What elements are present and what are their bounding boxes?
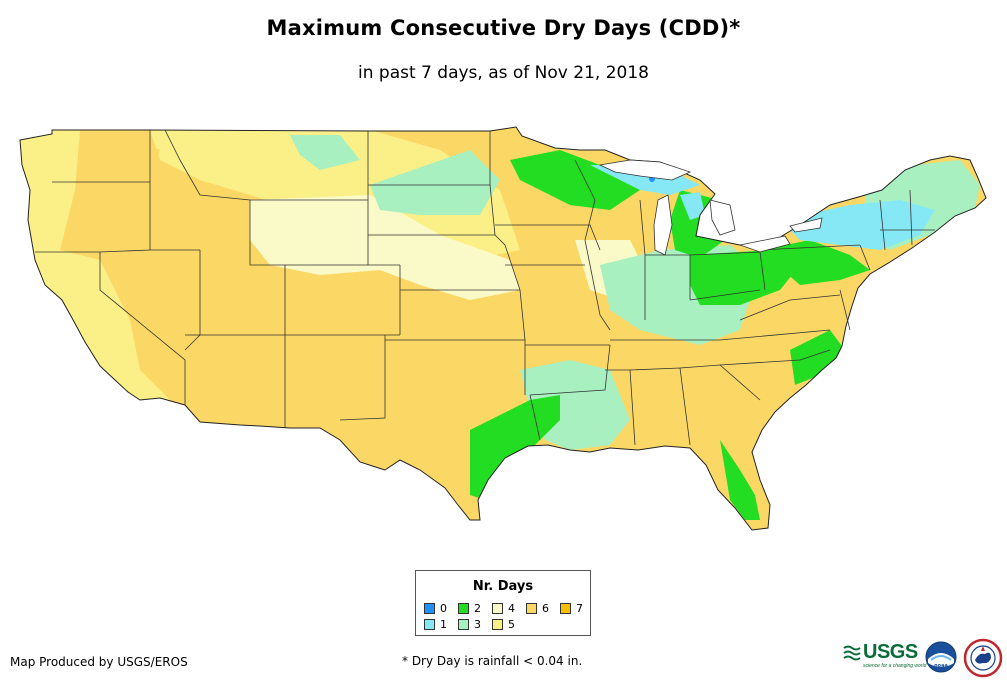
legend-swatch-2	[458, 603, 469, 614]
legend-item-1: 1	[424, 618, 447, 631]
nws-logo-icon	[963, 638, 1003, 678]
legend-label-5: 5	[508, 618, 515, 631]
legend-label-3: 3	[474, 618, 481, 631]
legend-title: Nr. Days	[472, 579, 534, 594]
legend-item-4: 4	[492, 602, 515, 615]
legend-swatch-0	[424, 603, 435, 614]
usgs-wordmark: USGS	[863, 641, 918, 663]
us-outline	[19, 126, 987, 531]
state-borders	[35, 129, 935, 446]
map-subtitle: in past 7 days, as of Nov 21, 2018	[358, 63, 649, 83]
legend-swatch-3	[458, 619, 469, 630]
legend-swatch-1	[424, 619, 435, 630]
dry-day-note: * Dry Day is rainfall < 0.04 in.	[402, 654, 583, 668]
svg-text:noaa: noaa	[934, 663, 948, 669]
legend-label-2: 2	[474, 602, 481, 615]
legend-label-1: 1	[440, 618, 447, 631]
legend-item-0: 0	[424, 602, 447, 615]
legend-item-7: 7	[560, 602, 583, 615]
legend-item-6: 6	[526, 602, 549, 615]
usgs-logo: USGS science for a changing world	[843, 640, 926, 672]
legend-label-0: 0	[440, 602, 447, 615]
legend-label-6: 6	[542, 602, 549, 615]
legend-item-5: 5	[492, 618, 515, 631]
precip-fill	[20, 127, 986, 530]
map-title: Maximum Consecutive Dry Days (CDD)*	[266, 16, 741, 40]
great-lakes	[598, 159, 823, 256]
legend-item-3: 3	[458, 618, 481, 631]
noaa-logo-icon: noaa	[925, 641, 957, 673]
legend-item-2: 2	[458, 602, 481, 615]
legend-swatch-5	[492, 619, 503, 630]
usgs-tagline: science for a changing world	[863, 663, 927, 669]
credit-text: Map Produced by USGS/EROS	[10, 655, 188, 669]
legend-swatch-7	[560, 603, 571, 614]
legend-label-7: 7	[576, 602, 583, 615]
usgs-wave-icon	[843, 645, 861, 661]
legend-label-4: 4	[508, 602, 515, 615]
legend-swatch-4	[492, 603, 503, 614]
legend: Nr. Days 0 1 2 3 4 5 6 7	[415, 570, 591, 636]
legend-swatch-6	[526, 603, 537, 614]
